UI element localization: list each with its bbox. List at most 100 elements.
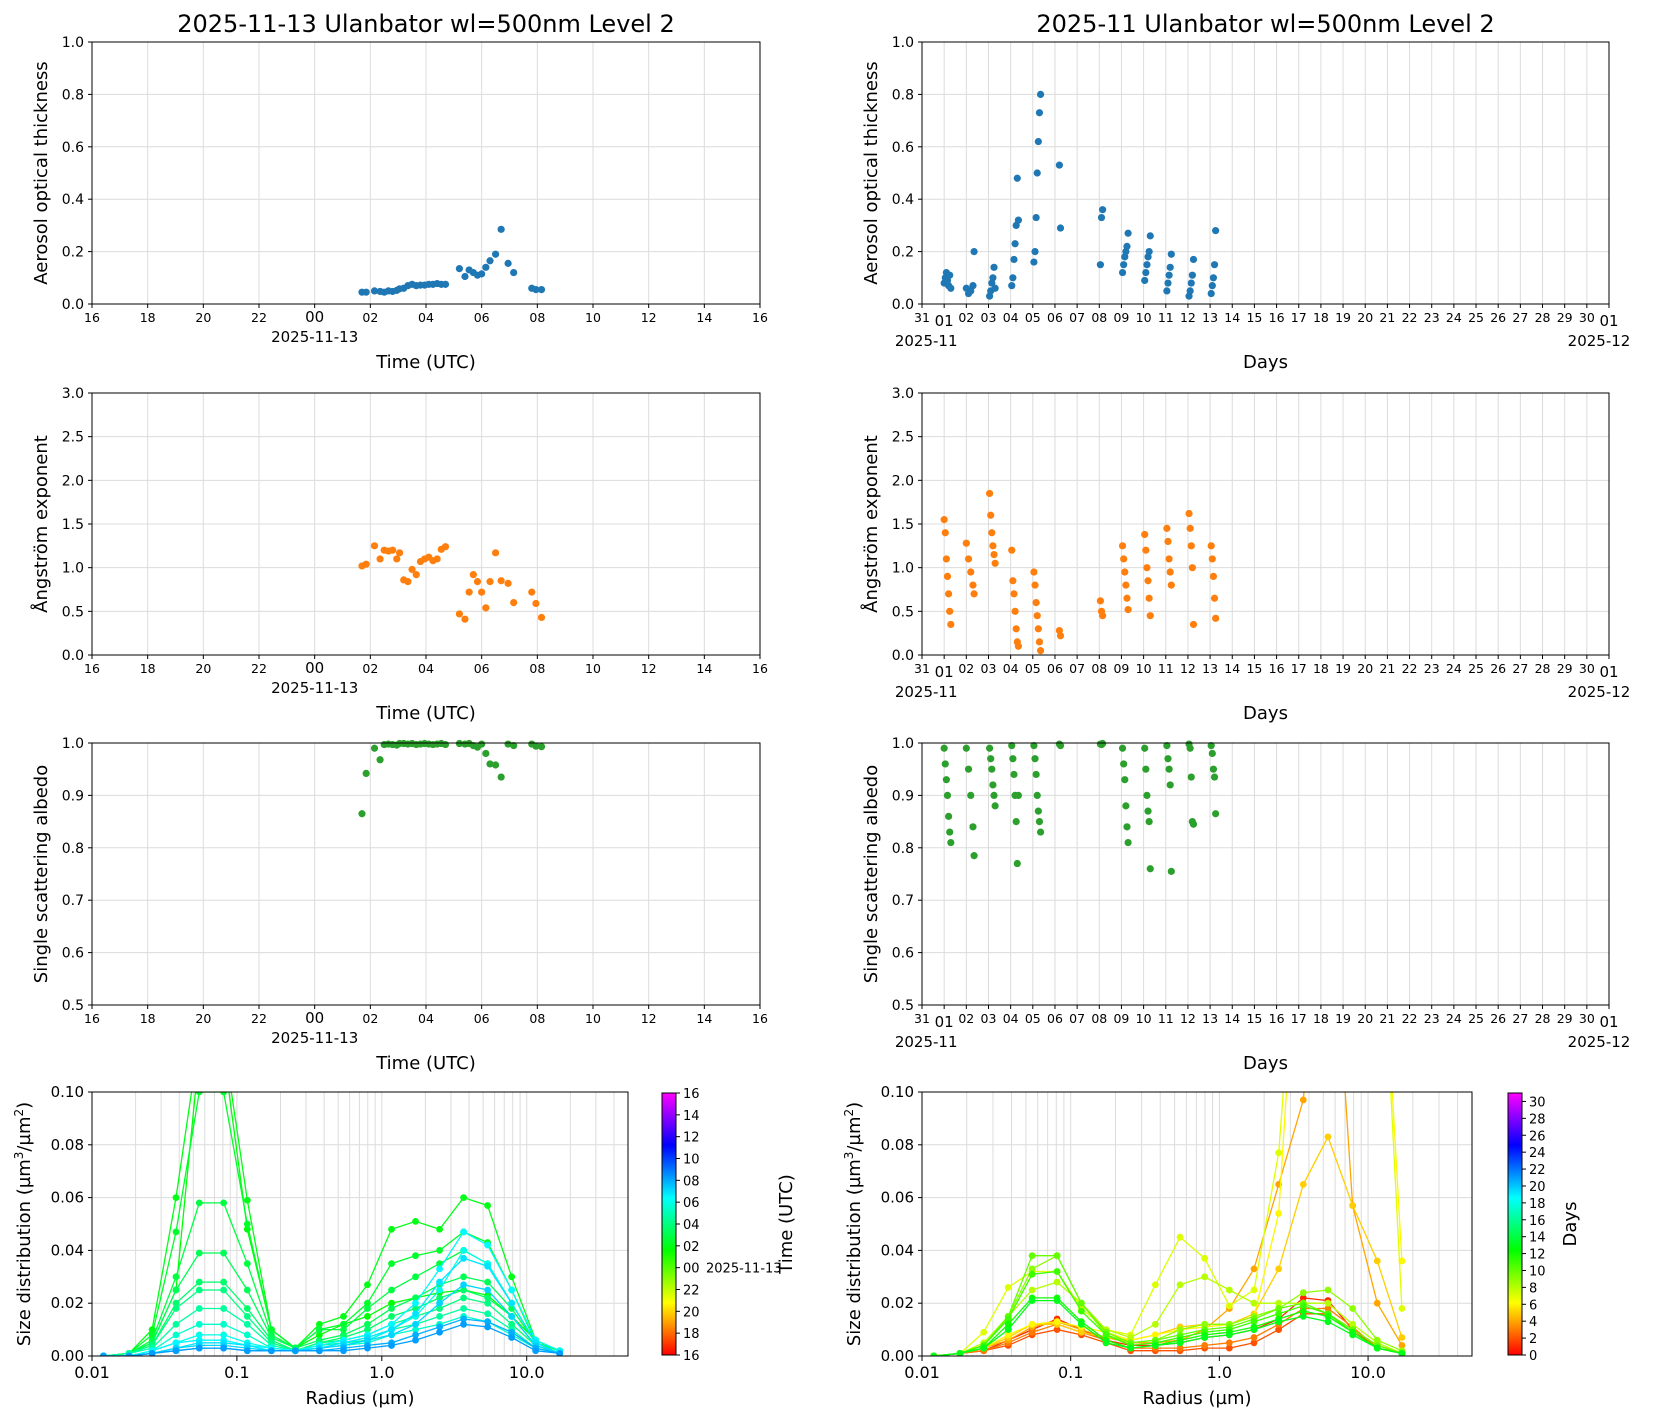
x-tick-label: 27 — [1512, 310, 1528, 325]
x-tick-label: 10 — [1136, 310, 1152, 325]
data-point — [943, 572, 952, 581]
x-tick-label: 28 — [1535, 661, 1551, 676]
data-point — [1008, 282, 1016, 290]
data-point — [1142, 546, 1150, 554]
data-point — [1124, 838, 1132, 847]
x-tick-label: 10.0 — [1350, 1363, 1386, 1382]
y-tick-label: 0.5 — [892, 998, 914, 1014]
data-point — [1010, 255, 1018, 264]
series-point — [1102, 1339, 1110, 1347]
series-point — [172, 1299, 180, 1307]
colorbar-tick-label: 16 — [683, 1087, 700, 1102]
series-point — [1324, 1286, 1332, 1294]
data-point — [362, 560, 370, 568]
x-tick-label: 30 — [1579, 1011, 1595, 1026]
series-point — [316, 1320, 323, 1328]
x-tick-label: 16 — [752, 1011, 768, 1026]
data-point — [486, 257, 494, 265]
series-point — [436, 1313, 443, 1320]
series-point — [1275, 1305, 1283, 1312]
x-tick-label: 26 — [1490, 661, 1506, 676]
colorbar-tick-label: 06 — [683, 1196, 700, 1211]
colorbar-tick-label: 4 — [1529, 1315, 1537, 1330]
data-point — [510, 599, 518, 607]
y-tick-label: 3.0 — [892, 386, 914, 402]
data-point — [990, 263, 998, 271]
colorbar-tick-label: 0 — [1529, 1349, 1537, 1364]
x-date-label-start: 2025-11 — [895, 1033, 958, 1051]
series-point — [195, 1249, 203, 1257]
x-tick-label: 30 — [1579, 310, 1595, 325]
data-point — [528, 588, 536, 596]
series-point — [1004, 1320, 1012, 1328]
series-point — [1325, 825, 1332, 832]
data-point — [1142, 268, 1150, 277]
series-point — [1349, 1202, 1357, 1209]
data-point — [482, 749, 490, 758]
series-point — [1077, 1320, 1085, 1328]
x-tick-label: 08 — [529, 1011, 545, 1026]
series-point — [220, 1249, 228, 1257]
series-point — [364, 1344, 371, 1352]
series-point — [195, 1286, 203, 1294]
series-point — [340, 1326, 347, 1333]
colorbar-tick-label: 04 — [683, 1218, 700, 1233]
data-point — [1008, 742, 1016, 750]
series-point — [484, 1278, 492, 1286]
series-point — [388, 1320, 395, 1328]
data-point — [1186, 287, 1194, 295]
data-point — [1124, 605, 1132, 614]
data-point — [940, 744, 948, 752]
data-point — [1032, 770, 1040, 779]
data-point — [1096, 597, 1104, 605]
data-point — [1009, 755, 1017, 763]
series-point — [484, 1323, 492, 1331]
series-point — [1028, 1297, 1036, 1304]
data-point — [1212, 810, 1220, 818]
series-line — [933, 1307, 1403, 1356]
y-axis-label: Single scattering albedo — [31, 765, 52, 983]
y-tick-label: 1.0 — [892, 736, 914, 752]
data-point — [1096, 261, 1104, 269]
y-tick-label: 0.0 — [62, 648, 84, 664]
x-tick-label: 01 — [935, 312, 954, 330]
data-point — [1145, 818, 1153, 826]
x-tick-label: 20 — [195, 1011, 211, 1026]
data-point — [1209, 572, 1218, 581]
data-point — [1056, 224, 1065, 232]
x-date-label: 2025-11-13 — [271, 679, 358, 697]
series-point — [388, 1260, 395, 1267]
y-tick-label: 2.5 — [892, 430, 914, 446]
series-point — [1275, 1265, 1283, 1273]
y-tick-label: 0.02 — [51, 1294, 84, 1312]
series-point — [388, 1225, 395, 1233]
y-tick-label: 0.4 — [62, 192, 84, 208]
series-point — [172, 1228, 180, 1236]
series-point — [243, 1260, 251, 1267]
data-point — [1145, 594, 1153, 602]
data-point — [946, 271, 954, 279]
data-point — [455, 739, 463, 748]
series-point — [508, 1273, 516, 1281]
x-tick-label: 05 — [1025, 310, 1041, 325]
x-tick-label: 11 — [1158, 310, 1174, 325]
data-point — [1123, 242, 1131, 250]
x-tick-label: 01 — [935, 1013, 954, 1031]
series-point — [220, 1278, 228, 1286]
colorbar-tick-label: 18 — [1529, 1197, 1546, 1212]
data-point — [1033, 791, 1041, 800]
series-point — [1127, 1334, 1135, 1341]
data-point — [497, 225, 505, 233]
data-point — [991, 284, 999, 292]
series-point — [1028, 1270, 1036, 1278]
colorbar-tick-label: 30 — [1529, 1095, 1546, 1110]
series-point — [1275, 1318, 1283, 1326]
colorbar-tick-label: 12 — [683, 1131, 700, 1146]
series-point — [508, 1334, 516, 1341]
data-point — [1210, 773, 1219, 781]
x-tick-label: 30 — [1579, 661, 1595, 676]
data-point — [1009, 577, 1017, 585]
x-tick-label: 12 — [1180, 661, 1196, 676]
data-point — [532, 742, 540, 750]
